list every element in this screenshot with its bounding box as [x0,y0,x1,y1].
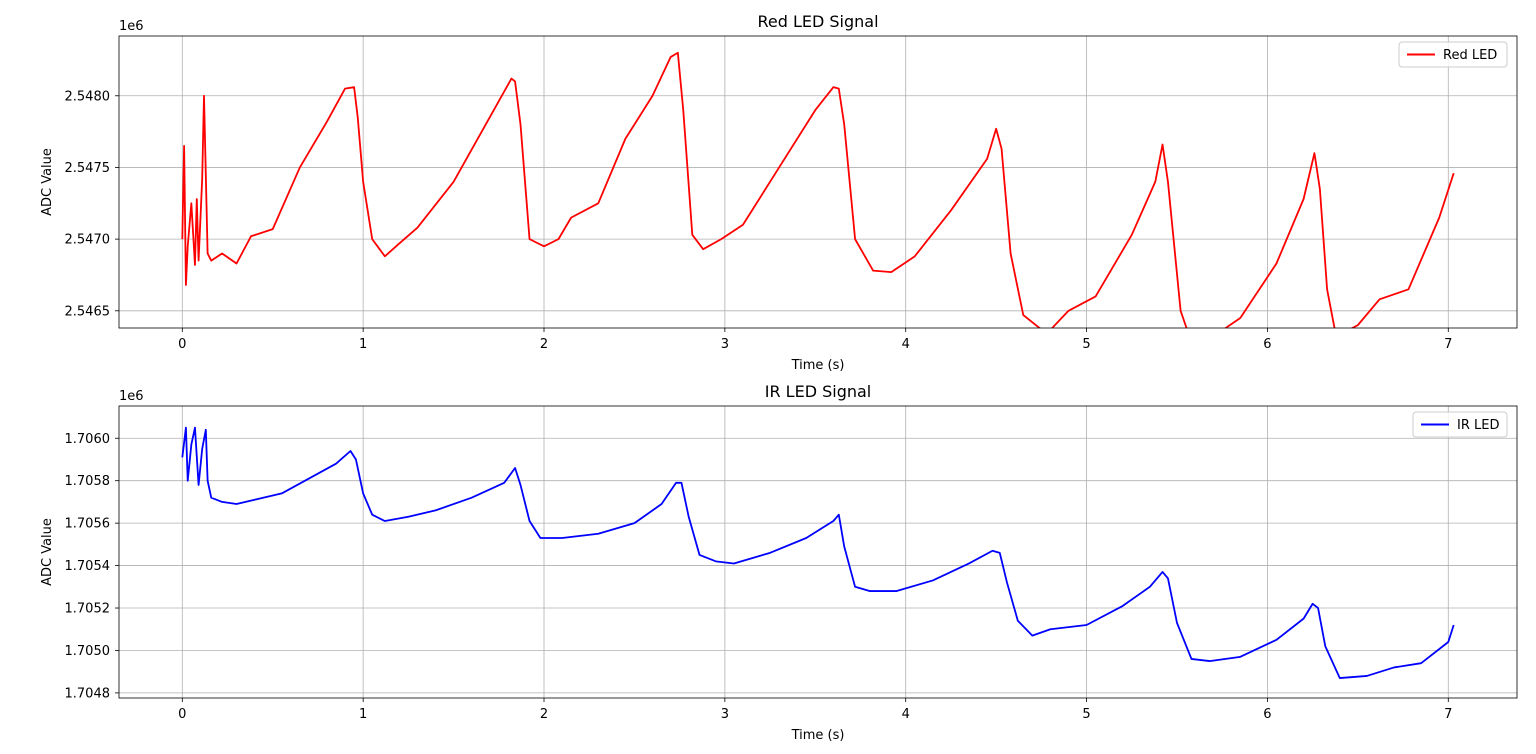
x-tick-label: 3 [721,707,729,722]
x-tick-label: 7 [1444,337,1452,352]
x-tick-label: 4 [902,337,910,352]
axes-frame [118,405,1518,699]
y-tick-label: 2.5465 [65,304,111,319]
legend: Red LED [1398,41,1508,68]
series-line [181,426,1455,679]
x-axis-label: Time (s) [791,728,845,743]
x-tick-label: 5 [1082,707,1090,722]
y-tick-label: 1.7060 [65,432,111,447]
x-axis-label: Time (s) [791,358,845,373]
y-axis-label: ADC Value [40,518,55,586]
legend-label: IR LED [1457,418,1499,433]
y-tick-label: 2.5475 [65,161,111,176]
y-tick-label: 1.7050 [65,644,111,659]
chart-panel-2: 0 1 2 3 4 5 6 7 1.7048 1.7050 1.7052 1.7054 1.7056 1.… [40,382,1518,743]
x-tick-label: 0 [178,707,186,722]
x-tick-label: 7 [1444,707,1452,722]
y-offset-text: 1e6 [119,19,144,34]
series-line [181,51,1455,328]
y-tick-label: 1.7054 [65,559,111,574]
chart-panel-1: 0 1 2 3 4 5 6 7 2.5465 2.5470 2.5475 2.5480 Red LED … [40,12,1518,373]
y-tick-label: 2.5480 [65,89,111,104]
legend: IR LED [1412,411,1508,438]
y-tick-label: 2.5470 [65,233,111,248]
x-tick-label: 0 [178,337,186,352]
x-tick-label: 1 [359,707,367,722]
legend-label: Red LED [1443,48,1497,63]
x-tick-label: 4 [902,707,910,722]
chart-title: Red LED Signal [757,12,878,31]
x-tick-label: 1 [359,337,367,352]
chart-title: IR LED Signal [765,382,872,401]
axes-frame [118,35,1518,329]
x-tick-label: 6 [1263,337,1271,352]
x-tick-label: 2 [540,337,548,352]
x-tick-label: 3 [721,337,729,352]
y-tick-label: 1.7056 [65,517,111,532]
x-tick-label: 6 [1263,707,1271,722]
y-tick-label: 1.7052 [65,602,111,617]
y-tick-label: 1.7048 [65,686,111,701]
y-tick-label: 1.7058 [65,474,111,489]
x-tick-label: 2 [540,707,548,722]
legend-box [1412,411,1508,438]
y-offset-text: 1e6 [119,389,144,404]
x-tick-label: 5 [1082,337,1090,352]
legend-box [1398,41,1508,68]
y-axis-label: ADC Value [40,148,55,216]
